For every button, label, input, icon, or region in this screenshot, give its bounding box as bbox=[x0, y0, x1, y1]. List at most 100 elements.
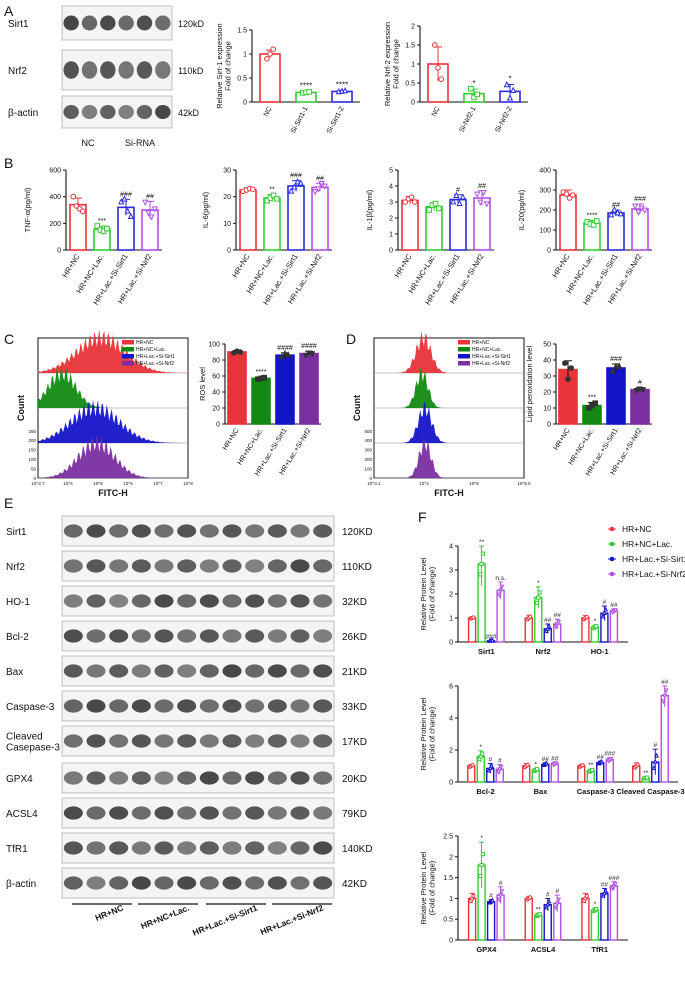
panel-e-sirt1-band bbox=[109, 524, 129, 538]
panel-e-acsl4-band bbox=[109, 806, 129, 820]
data-point bbox=[536, 595, 541, 600]
data-point bbox=[124, 207, 131, 214]
x-tick-label-gpx4: GPX4 bbox=[476, 945, 497, 954]
panel-a-beta-actin-band bbox=[136, 104, 153, 120]
y-tick-label: 2 bbox=[449, 748, 453, 755]
x-tick-label: 10^5.6 bbox=[517, 481, 531, 486]
y-tick-label: 0 bbox=[547, 422, 551, 429]
data-point bbox=[617, 210, 624, 217]
panel-e-actin-band bbox=[267, 876, 287, 890]
panel-e-acsl4-band bbox=[86, 806, 106, 820]
panel-letter-f: F bbox=[418, 509, 427, 525]
panel-e-cleaved-casepase-3-band bbox=[86, 734, 106, 748]
data-point bbox=[499, 584, 505, 590]
panel-e-bax-band bbox=[154, 664, 174, 678]
bar-hr-lac-si-sirt1 bbox=[607, 212, 625, 251]
legend-swatch-hr-lac-si-sirt1 bbox=[458, 354, 470, 359]
x-tick-label-hr-nc: HR+NC bbox=[392, 252, 414, 279]
significance-label: ## bbox=[478, 183, 486, 190]
significance-label: * bbox=[480, 835, 483, 842]
group-label-hr-nc: HR+NC bbox=[94, 903, 125, 923]
data-point bbox=[104, 225, 110, 232]
data-point bbox=[94, 223, 101, 229]
significance-label: ## bbox=[554, 612, 562, 619]
panel-a-beta-actin-band bbox=[81, 104, 98, 120]
y-tick-label: 40 bbox=[543, 358, 551, 365]
significance-label: ### bbox=[634, 196, 646, 203]
y-tick-label: 1 bbox=[389, 232, 393, 239]
panel-e-gpx4-strip bbox=[61, 762, 335, 794]
panel-e-caspase-3-band bbox=[222, 699, 242, 713]
panel-e-ho-1-band bbox=[86, 594, 106, 608]
bar-tfr1-hr-lac-si-nrf2 bbox=[609, 885, 619, 941]
data-point bbox=[590, 222, 597, 228]
x-tick-label-cleaved-caspase-3: Cleaved Caspase-3 bbox=[616, 787, 684, 796]
legend-label-hr-lac-si-sirt1: HR+Lac.+Si-Sirt1 bbox=[136, 354, 175, 360]
y-tick-label: 20 bbox=[212, 406, 220, 413]
y-axis-label-line-1: Fold of change bbox=[391, 39, 400, 89]
x-tick-label: 10^3.1 bbox=[367, 481, 381, 486]
significance-label: ## bbox=[542, 756, 550, 763]
data-point bbox=[471, 94, 477, 101]
panel-e-acsl4-band bbox=[267, 806, 287, 820]
y-axis-label-line-0: IL-1β(pg/ml) bbox=[365, 189, 374, 230]
legend-swatch-hr-lac-si-nrf2 bbox=[458, 361, 470, 366]
x-tick-label: 10^4 bbox=[419, 481, 429, 486]
panel-e-gpx4-band bbox=[154, 771, 174, 785]
data-point bbox=[562, 360, 568, 367]
data-point bbox=[506, 94, 514, 101]
data-point bbox=[611, 206, 618, 213]
significance-label: ### bbox=[604, 751, 615, 758]
data-point bbox=[436, 205, 442, 212]
data-point bbox=[486, 767, 492, 773]
panel-e-cleaved-casepase-3-band bbox=[199, 734, 219, 748]
data-point bbox=[608, 756, 614, 762]
bar-cleaved-caspase-3-hr-lac-si-nrf2 bbox=[660, 694, 669, 783]
significance-label: * bbox=[594, 618, 597, 625]
bar-hr-nc-lac bbox=[425, 206, 443, 251]
blot-kd-caspase-3: 33KD bbox=[342, 702, 367, 713]
panel-e-bcl-2-band bbox=[177, 629, 197, 643]
x-tick-label-nrf2: Nrf2 bbox=[535, 647, 550, 656]
panel-e-tfr1-band bbox=[199, 841, 219, 855]
panel-e-actin-band bbox=[199, 876, 219, 890]
data-point bbox=[553, 905, 559, 911]
x-tick-label-hr-nc: HR+NC bbox=[222, 427, 241, 451]
panel-e-ho-1-band bbox=[63, 594, 83, 608]
panel-e-acsl4-band bbox=[177, 806, 197, 820]
data-point bbox=[479, 863, 484, 868]
data-point bbox=[474, 91, 480, 98]
y-axis-label: TNF-α(pg/ml) bbox=[23, 187, 32, 232]
panel-e-nrf2-band bbox=[86, 559, 106, 573]
data-point bbox=[412, 199, 418, 205]
data-point bbox=[499, 889, 505, 895]
panel-e-tfr1-band bbox=[313, 841, 333, 855]
data-point bbox=[608, 211, 615, 218]
panel-e-sirt1-band bbox=[154, 524, 174, 538]
data-point bbox=[545, 625, 551, 631]
data-point bbox=[651, 764, 657, 770]
y-axis-label-line-0: Relative Protein Level bbox=[419, 851, 428, 924]
data-point bbox=[479, 561, 484, 567]
panel-e-ho-1-band bbox=[245, 594, 265, 608]
x-tick-label-si-sirt1-1: Si-Sirt1-1 bbox=[290, 106, 310, 135]
panel-e-western-blots: Sirt1 120KD Nrf2 110KD HO-1 32KD Bcl-2 26KD Bax 2… bbox=[6, 515, 373, 938]
panel-a-nrf2-band bbox=[63, 61, 79, 79]
panel-e-gpx4-band bbox=[109, 771, 129, 785]
legend-swatch-hr-lac-si-nrf2 bbox=[122, 361, 134, 366]
group-label-hr-lac-si-nrf2: HR+Lac.+Si-Nrf2 bbox=[259, 902, 325, 937]
chart-f1: 0 1 2 3 4 Relative Protein Level (Fold of chan… bbox=[419, 539, 628, 656]
x-tick-label-ho-1: HO-1 bbox=[591, 647, 609, 656]
y-tick-label: 20 bbox=[543, 390, 551, 397]
data-point bbox=[503, 80, 510, 88]
significance-label: # bbox=[456, 187, 460, 194]
panel-letter-e: E bbox=[4, 495, 13, 511]
panel-a-nrf2-band bbox=[81, 61, 98, 79]
y-axis-label-line-0: IL-6(pg/ml) bbox=[201, 191, 210, 228]
chart-a1: 0 0.5 1 1.5 Relative Sirt-1 expression Fold o… bbox=[215, 23, 360, 135]
panel-e-gpx4-band bbox=[63, 771, 83, 785]
panel-e-bax-band bbox=[290, 664, 310, 678]
significance-label: ### bbox=[120, 191, 132, 198]
data-point bbox=[592, 400, 599, 406]
data-point bbox=[321, 183, 328, 190]
